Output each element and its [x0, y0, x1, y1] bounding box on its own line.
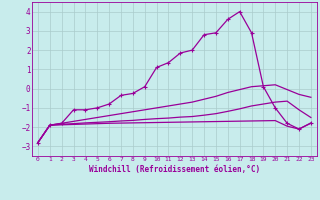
- X-axis label: Windchill (Refroidissement éolien,°C): Windchill (Refroidissement éolien,°C): [89, 165, 260, 174]
